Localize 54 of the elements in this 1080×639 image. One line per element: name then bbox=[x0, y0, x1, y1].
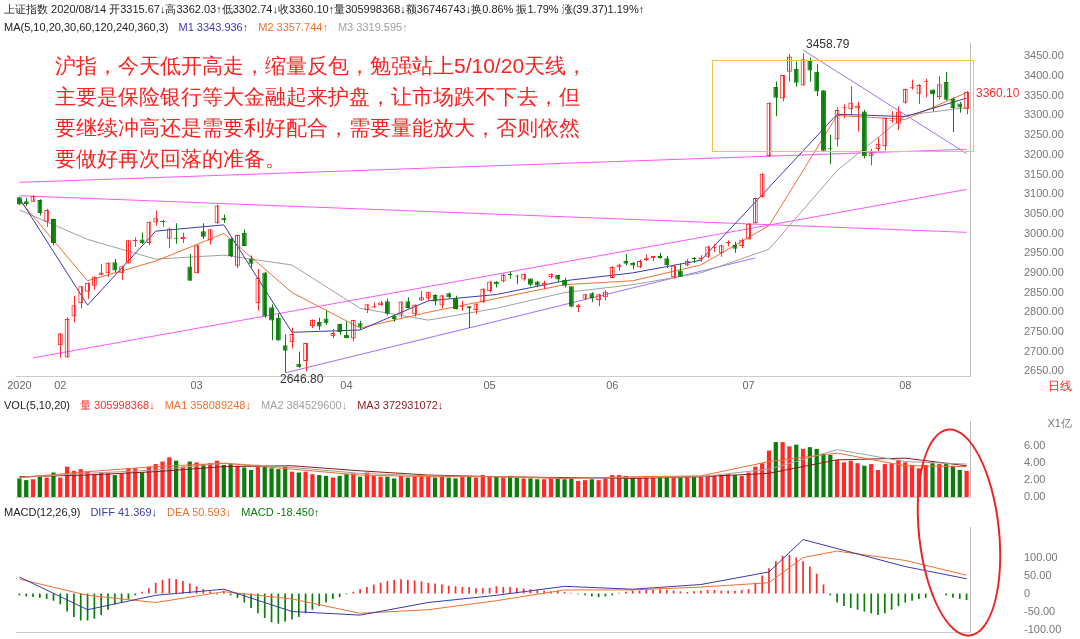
y-tick-label: 3450.00 bbox=[1024, 49, 1064, 62]
text: 3360.10 bbox=[976, 86, 1020, 100]
annotation: 沪指，今天低开高走，缩量反包，勉强站上5/10/20天线，主要是保险银行等大金融起来护盘，让市场跌不下去，但要继续冲高还是需要利好配合，需要量能放大，否则依然要做好再次回落的准备。 bbox=[55, 53, 589, 172]
y-tick-label: 0 bbox=[1024, 586, 1031, 599]
y-tick-label: -100.00 bbox=[1024, 622, 1062, 635]
text: 日线 bbox=[1048, 378, 1072, 395]
y-tick-label: 3100.00 bbox=[1024, 187, 1064, 200]
y-tick-label: 2900.00 bbox=[1024, 265, 1064, 278]
y-tick-label: -50.00 bbox=[1024, 604, 1056, 617]
y-axis-title: X1亿 bbox=[1047, 416, 1072, 431]
y-tick-label: 2800.00 bbox=[1024, 305, 1064, 318]
y-tick-label: 2650.00 bbox=[1024, 364, 1064, 377]
text: M3 3319.595↑ bbox=[337, 21, 408, 33]
text: MACD -18.450↑ bbox=[241, 506, 320, 518]
x-tick-label: 2020 bbox=[7, 379, 32, 392]
y-tick-label: 3350.00 bbox=[1024, 88, 1064, 101]
text: 量 305998368↓ bbox=[80, 399, 155, 411]
y-tick-label: 6.00 bbox=[1024, 439, 1046, 452]
text: DEA 50.593↓ bbox=[167, 506, 232, 518]
annotation: 3458.79 bbox=[806, 37, 850, 51]
text: M1 3343.936↑ bbox=[178, 21, 249, 33]
text: MA2 384529600↓ bbox=[260, 399, 348, 411]
y-tick-label: 2950.00 bbox=[1024, 246, 1064, 259]
y-tick-label: 100.00 bbox=[1024, 550, 1058, 563]
y-tick-label: 2700.00 bbox=[1024, 344, 1064, 357]
y-tick-label: 2850.00 bbox=[1024, 285, 1064, 298]
x-tick-label: 02 bbox=[54, 379, 67, 392]
chart-title: 上证指数 2020/08/14 开3315.67↓高3362.03↑低3302.74↓收3360.10↑量305998368↓额36746743↓换0.86% 振1.79% 涨(39.37)1.19%↑ bbox=[4, 2, 646, 17]
y-tick-label: 2750.00 bbox=[1024, 324, 1064, 337]
y-tick-label: 3000.00 bbox=[1024, 226, 1064, 239]
y-tick-label: 0.00 bbox=[1024, 490, 1046, 503]
x-tick-label: 04 bbox=[340, 379, 353, 392]
y-tick-label: 2.00 bbox=[1024, 473, 1046, 486]
y-tick-label: 4.00 bbox=[1024, 456, 1046, 469]
chart-subtitle: MACD(12,26,9) bbox=[4, 506, 81, 518]
text: MA3 372931072↓ bbox=[357, 399, 444, 411]
chart-subtitle: MA(5,10,20,30,60,120,240,360,3) bbox=[4, 21, 169, 33]
y-tick-label: 3050.00 bbox=[1024, 206, 1064, 219]
x-tick-label: 08 bbox=[899, 379, 912, 392]
text: DIFF 41.369↓ bbox=[90, 506, 158, 518]
y-tick-label: 3250.00 bbox=[1024, 128, 1064, 141]
text: MA1 358089248↓ bbox=[164, 399, 251, 411]
y-tick-label: 3300.00 bbox=[1024, 108, 1064, 121]
annotation: 2646.80 bbox=[280, 372, 324, 386]
y-tick-label: 3150.00 bbox=[1024, 167, 1064, 180]
x-tick-label: 03 bbox=[190, 379, 203, 392]
y-tick-label: 50.00 bbox=[1024, 568, 1052, 581]
x-tick-label: 05 bbox=[483, 379, 496, 392]
x-tick-label: 07 bbox=[742, 379, 755, 392]
text: M2 3357.744↑ bbox=[258, 21, 328, 33]
y-tick-label: 3400.00 bbox=[1024, 69, 1064, 82]
x-tick-label: 06 bbox=[606, 379, 619, 392]
y-tick-label: 3200.00 bbox=[1024, 147, 1064, 160]
chart-subtitle: VOL(5,10,20) bbox=[4, 399, 71, 411]
